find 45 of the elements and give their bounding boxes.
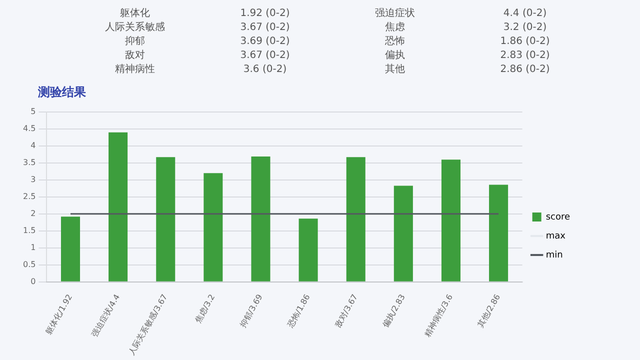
y-tick-label: 2.5 — [22, 192, 36, 202]
y-tick-label: 0.5 — [22, 260, 36, 269]
text: 抑郁 — [124, 36, 146, 48]
y-tick-label: 0 — [30, 276, 36, 286]
bar — [298, 218, 318, 282]
y-tick-label: 3.5 — [22, 158, 36, 168]
text: 焦虑 — [384, 22, 406, 34]
bar — [346, 157, 366, 282]
text: 精神病性 — [114, 64, 156, 76]
text: 强迫症状 — [374, 8, 416, 20]
bar — [441, 160, 460, 282]
text: 2.86 (0-2) — [499, 64, 551, 76]
text: 躯体化 — [119, 8, 151, 20]
text: 3.67 (0-2) — [239, 22, 291, 34]
text: 4.4 (0-2) — [502, 8, 548, 20]
text: 敌对 — [124, 50, 146, 62]
text: 恐怖 — [384, 36, 406, 48]
text: 3.69 (0-2) — [239, 36, 291, 48]
y-tick-label: 1 — [30, 242, 36, 252]
bar — [489, 184, 508, 282]
bar — [156, 157, 176, 282]
legend-label: score — [546, 212, 570, 222]
text: 2.83 (0-2) — [499, 50, 551, 62]
y-tick-label: 5 — [30, 107, 36, 116]
text: 3.67 (0-2) — [239, 50, 291, 62]
text: 1.86 (0-2) — [499, 36, 551, 48]
text: 3.6 (0-2) — [242, 64, 288, 76]
y-tick-label: 4.5 — [22, 124, 36, 134]
text: 人际关系敏感 — [104, 22, 166, 34]
text: 1.92 (0-2) — [239, 8, 291, 20]
bar — [251, 156, 270, 282]
y-tick-label: 1.5 — [22, 226, 36, 235]
bar — [108, 132, 128, 282]
bar — [394, 186, 413, 282]
bar — [204, 173, 223, 282]
chart-title: 测验结果 — [38, 84, 86, 101]
bar — [60, 216, 80, 282]
legend-label: min — [546, 250, 563, 260]
y-tick-label: 4 — [30, 141, 36, 150]
y-tick-label: 3 — [30, 175, 36, 184]
text: 3.2 (0-2) — [502, 22, 548, 34]
text: 偏执 — [384, 50, 406, 62]
y-tick-label: 2 — [30, 209, 36, 218]
text: 其他 — [384, 64, 406, 76]
legend-label: max — [546, 231, 566, 242]
